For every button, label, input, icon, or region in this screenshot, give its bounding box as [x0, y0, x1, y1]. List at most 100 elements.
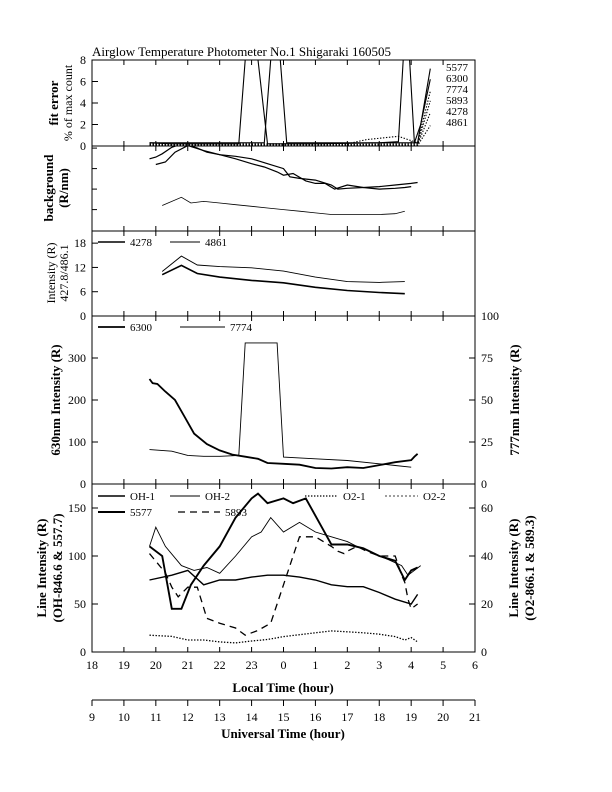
- ut-tick-label: 9: [89, 710, 95, 724]
- fit-error-ylabel-2: % of max count: [61, 64, 75, 141]
- ytick-label-fit: 8: [80, 53, 86, 67]
- legend-label-o2-1: O2-1: [343, 491, 366, 503]
- background-ylabel-1: background: [41, 154, 56, 222]
- ytick-label-o2: 20: [481, 597, 493, 611]
- ut-axis-label: Universal Time (hour): [221, 726, 345, 741]
- ut-tick-label: 12: [182, 710, 194, 724]
- ytick-label-oxy: 100: [481, 309, 499, 323]
- ytick-label-line: 50: [74, 597, 86, 611]
- ut-tick-label: 18: [373, 710, 385, 724]
- legend-label-oh1: OH-1: [130, 491, 155, 503]
- line-intensity-ylabel-left-2: (OH-846.6 & 557.7): [50, 513, 65, 622]
- legend-label-5577: 5577: [130, 507, 153, 519]
- ut-tick-label: 10: [118, 710, 130, 724]
- fit-error-legend-5577: 5577: [446, 62, 469, 74]
- ytick-label-fit: 0: [80, 139, 86, 153]
- background-line-1: [155, 146, 418, 190]
- plot-frame-red-line: [91, 315, 476, 485]
- ytick-label-o2: 60: [481, 501, 493, 515]
- lt-tick-label: 18: [86, 658, 98, 672]
- ytick-label-hbeta: 0: [80, 309, 86, 323]
- panel-line-intensity: Line Intensity (R) (OH-846.6 & 557.7) Li…: [34, 483, 537, 653]
- fit-error-line-7774: [149, 91, 431, 145]
- background-ylabel-2: (R/nm): [56, 168, 71, 208]
- ut-tick-label: 16: [309, 710, 321, 724]
- legend-label-6300: 6300: [130, 322, 153, 334]
- ytick-label-red: 100: [68, 435, 86, 449]
- fit-error-legend-4861: 4861: [446, 117, 468, 129]
- legend-label-5893: 5893: [225, 507, 248, 519]
- ytick-label-line: 0: [80, 645, 86, 659]
- legend-label-4278: 4278: [130, 237, 153, 249]
- ut-tick-label: 11: [150, 710, 162, 724]
- lt-tick-label: 21: [182, 658, 194, 672]
- fit-error-legend-7774: 7774: [446, 84, 469, 96]
- lt-tick-label: 0: [281, 658, 287, 672]
- line-intensity-5577: [148, 492, 418, 610]
- red-line-ylabel-left: 630nm Intensity (R): [48, 344, 63, 455]
- local-time-axis-label: Local Time (hour): [232, 680, 333, 695]
- line-intensity-5893: [148, 536, 418, 636]
- fit-error-line-4278: [149, 112, 431, 146]
- ytick-label-hbeta: 18: [74, 236, 86, 250]
- hbeta-line-4278: [161, 264, 405, 295]
- red-line-ylabel-right: 777nm Intensity (R): [507, 344, 522, 455]
- lt-tick-label: 20: [150, 658, 162, 672]
- fit-error-line-6300: [149, 60, 431, 145]
- line-intensity-ylabel-right-1: Line Intensity (R): [506, 519, 521, 618]
- ut-tick-label: 14: [246, 710, 258, 724]
- fit-error-legend-4278: 4278: [446, 106, 469, 118]
- ytick-label-line: 150: [68, 501, 86, 515]
- lt-tick-label: 23: [246, 658, 258, 672]
- red-line-7774: [149, 342, 412, 468]
- plot-frame-background: [91, 145, 476, 232]
- ytick-label-o2: 0: [481, 645, 487, 659]
- fit-error-line-5577: [149, 60, 431, 144]
- ytick-label-oxy: 75: [481, 351, 493, 365]
- lt-tick-label: 2: [344, 658, 350, 672]
- background-line-0: [149, 146, 412, 190]
- ytick-label-oxy: 25: [481, 435, 493, 449]
- ytick-label-o2: 40: [481, 549, 493, 563]
- ytick-label-line: 100: [68, 549, 86, 563]
- hbeta-n2-ylabel-1: Intensity (R): [44, 243, 58, 304]
- lt-tick-label: 22: [214, 658, 226, 672]
- line-intensity-ylabel-right-2: (O2-866.1 & 589.3): [522, 515, 537, 620]
- line-intensity-o2-1: [149, 630, 418, 644]
- ut-tick-label: 20: [437, 710, 449, 724]
- panel-hbeta-n2: Intensity (R) 427.8/486.1: [44, 230, 476, 317]
- lt-tick-label: 4: [408, 658, 414, 672]
- ytick-label-red: 200: [68, 393, 86, 407]
- line-intensity-oh2: [149, 516, 421, 576]
- background-line-2: [162, 196, 405, 215]
- legend-label-oh2: OH-2: [205, 491, 230, 503]
- ut-tick-label: 15: [278, 710, 290, 724]
- legend-label-o2-2: O2-2: [423, 491, 446, 503]
- fit-error-ylabel-1: fit error: [46, 80, 61, 125]
- chart-title: Airglow Temperature Photometer No.1 Shig…: [92, 44, 391, 59]
- panel-background: background (R/nm): [41, 145, 476, 232]
- legend-label-7774: 7774: [230, 322, 253, 334]
- lt-tick-label: 1: [312, 658, 318, 672]
- lt-tick-label: 6: [472, 658, 478, 672]
- ytick-label-red: 300: [68, 351, 86, 365]
- fit-error-line-5893: [149, 100, 431, 145]
- ut-tick-label: 21: [469, 710, 481, 724]
- red-line-6300: [148, 378, 419, 470]
- line-intensity-ylabel-left-1: Line Intensity (R): [34, 519, 49, 618]
- ytick-label-oxy: 50: [481, 393, 493, 407]
- lt-tick-label: 19: [118, 658, 130, 672]
- hbeta-n2-ylabel-2: 427.8/486.1: [57, 244, 71, 301]
- hbeta-line-4861: [161, 255, 405, 283]
- ytick-label-fit: 4: [80, 96, 86, 110]
- fit-error-line-4861: [149, 125, 431, 146]
- line-intensity-oh1: [149, 569, 419, 605]
- ut-tick-label: 17: [341, 710, 353, 724]
- ut-tick-label: 19: [405, 710, 417, 724]
- ytick-label-red: 0: [80, 477, 86, 491]
- legend-label-4861: 4861: [205, 237, 227, 249]
- fit-error-legend-5893: 5893: [446, 95, 469, 107]
- panel-red-line: 630nm Intensity (R) 777nm Intensity (R): [48, 315, 522, 485]
